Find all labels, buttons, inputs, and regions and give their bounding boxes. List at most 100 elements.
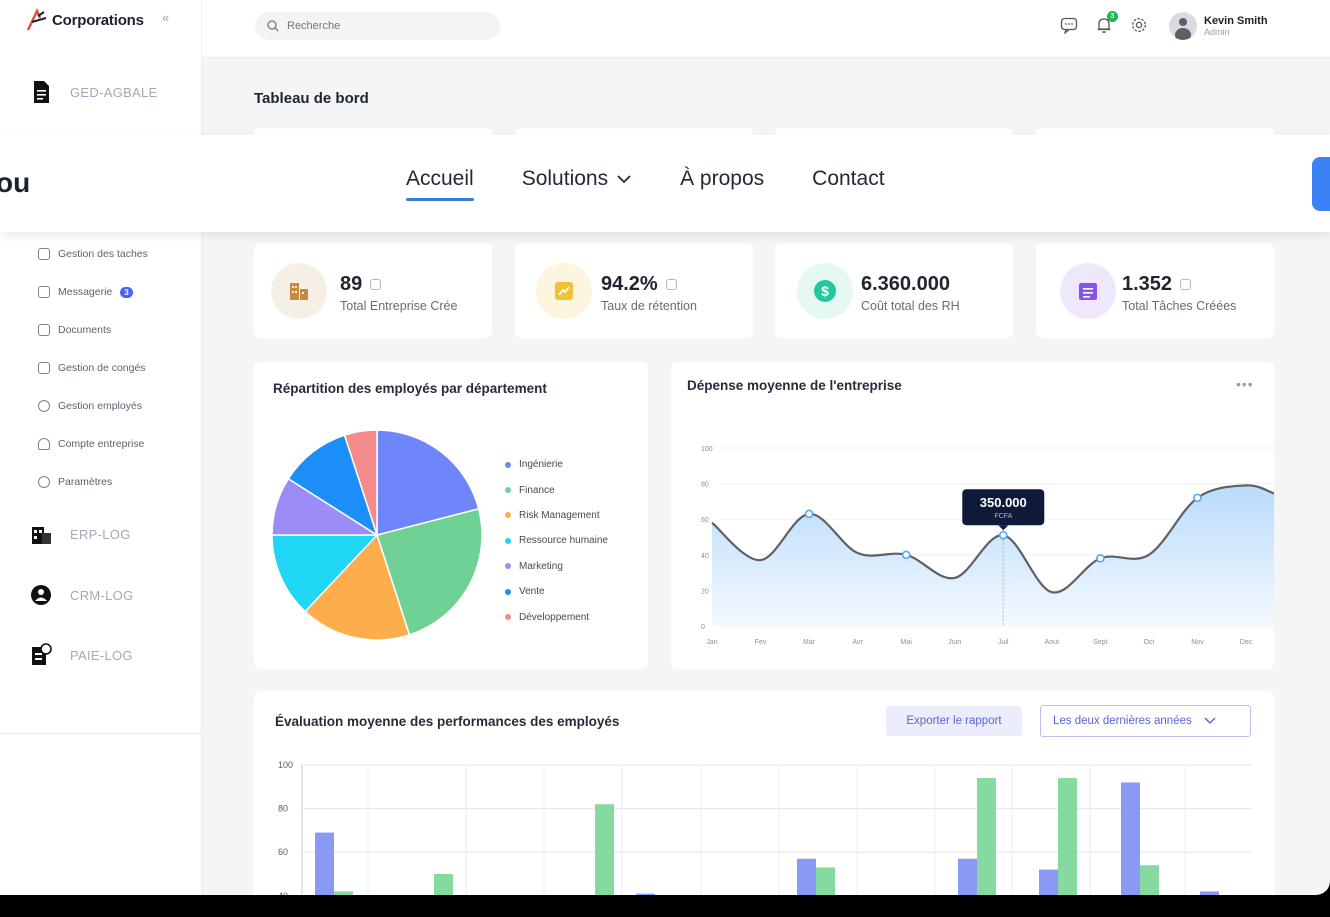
legend-swatch	[505, 588, 511, 595]
nav-link-contact[interactable]: Contact	[812, 167, 885, 190]
y-tick-label: 80	[278, 804, 288, 814]
sidebar-item-employes[interactable]: Gestion employés	[38, 400, 142, 412]
stat-card-taches: 1.352 Total Tâches Créées	[1036, 243, 1274, 338]
sidebar-item-compte[interactable]: Compte entreprise	[38, 438, 144, 450]
x-tick-label: Mai	[901, 639, 913, 646]
erp-icon	[32, 527, 51, 544]
bar[interactable]	[977, 778, 996, 895]
stat-icon-bg	[536, 263, 592, 319]
data-point[interactable]	[804, 509, 814, 519]
stat-label: Total Tâches Créées	[1122, 299, 1237, 313]
y-tick-label: 100	[701, 446, 713, 453]
gear-icon[interactable]	[1130, 16, 1148, 34]
module-crm[interactable]: CRM-LOG	[30, 583, 134, 607]
sidebar-item-label: Gestion de congés	[58, 362, 146, 374]
pie-slice[interactable]	[376, 429, 480, 536]
more-options-button[interactable]: •••	[1236, 376, 1254, 392]
legend-label: Ingénierie	[519, 459, 563, 471]
messages-icon[interactable]	[1060, 16, 1078, 34]
data-point[interactable]	[901, 550, 911, 560]
data-point[interactable]	[1096, 554, 1105, 563]
stat-card-top	[254, 128, 492, 136]
bar[interactable]	[1140, 865, 1159, 895]
bar[interactable]	[595, 804, 614, 895]
pie-slice[interactable]	[343, 429, 378, 536]
data-point[interactable]	[998, 530, 1008, 540]
y-tick-label: 0	[701, 624, 705, 631]
module-ged[interactable]: GED-AGBALE	[30, 80, 158, 104]
bar[interactable]	[797, 858, 816, 895]
navbar-cta-button[interactable]	[1312, 157, 1330, 211]
legend-item[interactable]: Finance	[505, 477, 608, 502]
nav-link-accueil[interactable]: Accueil	[406, 167, 474, 201]
nav-link-solutions[interactable]: Solutions	[522, 167, 632, 191]
sidebar-item-label: Messagerie	[58, 286, 113, 298]
module-label: ERP-LOG	[70, 526, 131, 542]
search-input[interactable]	[287, 20, 477, 32]
topbar-actions: 3	[1060, 11, 1148, 34]
pie-slice[interactable]	[304, 533, 411, 641]
pie-slice[interactable]	[376, 507, 483, 636]
chevron-down-icon	[617, 175, 631, 184]
period-select[interactable]: Les deux dernières années	[1040, 705, 1251, 737]
external-link-icon[interactable]	[1180, 279, 1192, 290]
navbar-brand[interactable]: ou	[0, 167, 31, 198]
x-tick-label: Jan	[706, 639, 717, 646]
legend-item[interactable]: Risk Management	[505, 503, 608, 528]
sidebar-item-parametres[interactable]: Paramètres	[38, 476, 112, 488]
trend-icon	[555, 282, 573, 300]
svg-text:$: $	[821, 283, 829, 299]
bar[interactable]	[315, 832, 334, 895]
notifications-button[interactable]: 3	[1095, 11, 1118, 34]
data-point[interactable]	[1193, 493, 1202, 503]
legend-swatch	[505, 537, 511, 544]
bar[interactable]	[1121, 782, 1140, 895]
legend-item[interactable]: Développement	[505, 604, 608, 629]
brand-logo[interactable]: Corporations	[26, 8, 144, 32]
bar[interactable]	[434, 874, 453, 895]
legend-label: Vente	[519, 586, 545, 598]
bar[interactable]	[816, 867, 835, 895]
legend-label: Marketing	[519, 560, 563, 572]
bar[interactable]	[334, 891, 353, 895]
legend-item[interactable]: Ressource humaine	[505, 528, 608, 553]
avatar	[1169, 12, 1197, 40]
sidebar-item-label: Documents	[58, 324, 112, 336]
sidebar-item-documents[interactable]: Documents	[38, 324, 111, 336]
external-link-icon[interactable]	[370, 279, 382, 290]
pie-slice[interactable]	[287, 434, 379, 537]
bar[interactable]	[1058, 778, 1077, 895]
crm-icon	[31, 585, 51, 605]
calendar-icon	[38, 248, 50, 260]
legend-swatch	[505, 563, 511, 570]
folder-icon	[38, 324, 50, 336]
stat-card-retention: 94.2% Taux de rétention	[515, 243, 753, 338]
legend-item[interactable]: Vente	[505, 579, 608, 604]
leave-icon	[38, 362, 50, 374]
sidebar-item-label: Compte entreprise	[58, 438, 145, 450]
module-erp[interactable]: ERP-LOG	[30, 522, 131, 546]
bar[interactable]	[1039, 869, 1058, 895]
bar[interactable]	[636, 893, 655, 895]
user-menu[interactable]: Kevin Smith Admin	[1169, 12, 1268, 40]
unread-badge: 3	[120, 286, 133, 298]
external-link-icon[interactable]	[665, 279, 677, 290]
stat-value: 89	[340, 273, 363, 295]
legend-item[interactable]: Marketing	[505, 554, 608, 579]
pie-slice[interactable]	[271, 534, 379, 613]
sidebar-item-conges[interactable]: Gestion de congés	[38, 362, 146, 374]
sidebar-item-messagerie[interactable]: Messagerie 3	[38, 286, 133, 298]
sidebar-item-taches[interactable]: Gestion des taches	[38, 248, 148, 260]
bar[interactable]	[958, 858, 977, 895]
module-paie[interactable]: PAIE-LOG	[30, 643, 133, 667]
legend-item[interactable]: Ingénierie	[505, 452, 608, 477]
collapse-sidebar-button[interactable]: «	[162, 10, 170, 25]
bar[interactable]	[1200, 891, 1219, 895]
chevron-down-icon	[1204, 717, 1216, 724]
navbar-links: Accueil Solutions À propos Contact	[406, 167, 885, 201]
export-report-button[interactable]: Exporter le rapport	[886, 706, 1022, 736]
tooltip-arrow	[998, 525, 1009, 531]
x-tick-label: Avr	[852, 639, 863, 646]
pie-legend: Ingénierie Finance Risk Management Ressourc…	[505, 452, 608, 630]
nav-link-apropos[interactable]: À propos	[680, 167, 765, 190]
